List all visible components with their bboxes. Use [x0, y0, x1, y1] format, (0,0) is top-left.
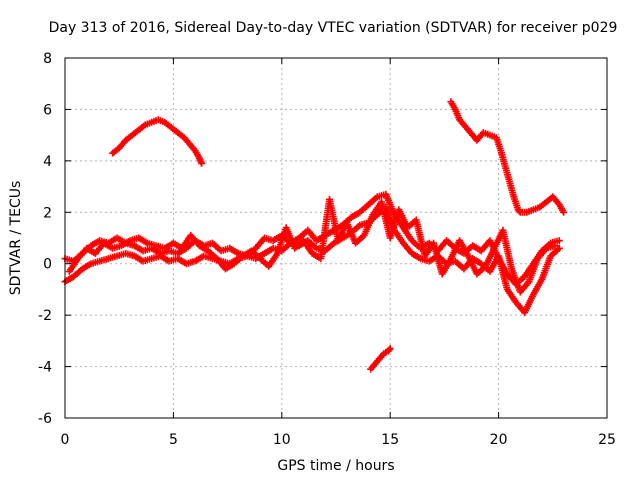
y-tick-label: -6 [38, 411, 52, 427]
axis-ticks [64, 57, 608, 419]
x-tick-label: 0 [61, 432, 70, 448]
y-tick-label: 0 [43, 257, 52, 273]
y-tick-label: -4 [38, 360, 52, 376]
y-tick-label: 6 [43, 102, 52, 118]
y-tick-label: 8 [43, 51, 52, 67]
data-point [560, 208, 568, 216]
data-point [555, 244, 563, 252]
data-point [385, 346, 393, 354]
grid [65, 58, 607, 418]
data-point [386, 345, 394, 353]
data-marks [61, 98, 568, 373]
y-tick-label: 4 [43, 154, 52, 170]
x-tick-label: 5 [169, 432, 178, 448]
y-axis-label: SDTVAR / TECUs [8, 181, 24, 296]
y-tick-label: 2 [43, 205, 52, 221]
x-tick-label: 15 [381, 432, 399, 448]
y-tick-label: -2 [38, 308, 52, 324]
data-point [198, 159, 206, 167]
x-tick-label: 25 [598, 432, 616, 448]
y-tick-labels: -6 -4 -2 0 2 4 6 8 [38, 51, 52, 427]
data-point [551, 242, 559, 250]
chart-title: Day 313 of 2016, Sidereal Day-to-day VTE… [49, 20, 618, 36]
x-tick-labels: 0 5 10 15 20 25 [61, 432, 616, 448]
plot-frame [64, 57, 608, 419]
data-point [555, 237, 563, 245]
data-point [515, 207, 523, 215]
x-tick-label: 10 [273, 432, 291, 448]
x-axis-label: GPS time / hours [277, 458, 394, 474]
x-tick-label: 20 [490, 432, 508, 448]
